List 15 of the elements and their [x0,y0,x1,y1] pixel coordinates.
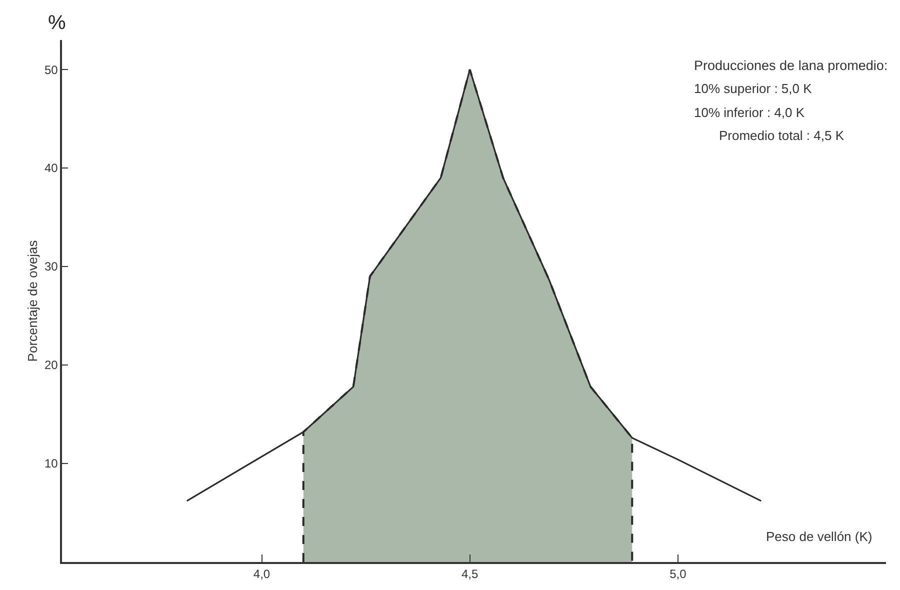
annotation: 10% inferior : 4,0 K [694,105,805,120]
x-tick-label: 5,0 [670,567,687,582]
annotation: Producciones de lana promedio: [694,58,888,73]
x-tick-label: 4,5 [461,567,479,582]
x-tick-label: 4,0 [253,567,270,582]
y-tick-label: 40 [44,161,58,176]
y-tick-label: 50 [44,62,58,77]
text: % [48,12,66,34]
y-tick-label: 30 [44,260,58,274]
annotation: Promedio total : 4,5 K [719,128,844,143]
y-tick-label: 20 [44,358,58,372]
y-axis-title: Porcentaje de ovejas [24,240,40,362]
x-axis-title: Peso de vellón (K) [766,529,872,544]
annotation: 10% superior : 5,0 K [694,81,812,96]
y-tick-label: 10 [44,456,58,471]
